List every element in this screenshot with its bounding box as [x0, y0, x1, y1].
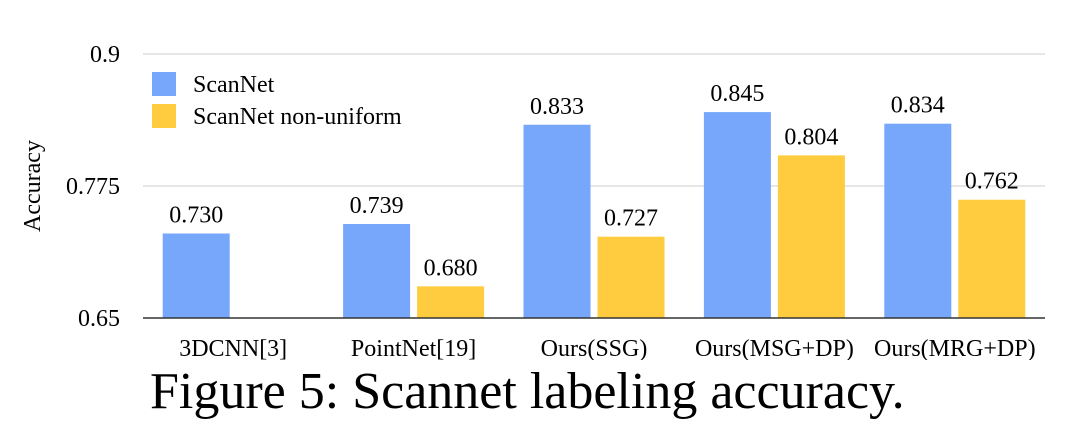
bar-scannet — [162, 233, 230, 318]
legend: ScanNet ScanNet non-uniform — [152, 72, 402, 130]
data-label: 0.834 — [891, 93, 945, 119]
figure-caption: Figure 5: Scannet labeling accuracy. — [150, 363, 905, 420]
x-tick-label: Ours(SSG) — [541, 336, 648, 360]
bar-scannet — [884, 123, 952, 318]
data-label: 0.739 — [350, 193, 404, 219]
x-tick-label: PointNet[19] — [351, 336, 476, 360]
bar-scannet-non-uniform — [597, 236, 665, 318]
legend-swatch — [152, 72, 176, 96]
bar-scannet-non-uniform — [417, 286, 485, 318]
bar-scannet-non-uniform — [958, 199, 1026, 318]
data-label: 0.730 — [169, 203, 223, 229]
data-label: 0.680 — [424, 255, 478, 281]
y-tick-label: 0.65 — [78, 306, 120, 332]
data-label: 0.804 — [784, 124, 838, 150]
legend-label: ScanNet non-uniform — [193, 104, 402, 130]
y-tick-label: 0.9 — [90, 42, 120, 68]
x-axis-ticks: 3DCNN[3] PointNet[19] Ours(SSG) Ours(MSG+DP… — [179, 336, 1035, 360]
y-tick-label: 0.775 — [66, 174, 120, 200]
bars — [162, 112, 1026, 318]
x-tick-label: 3DCNN[3] — [179, 336, 287, 360]
x-tick-label: Ours(MSG+DP) — [695, 336, 854, 360]
legend-label: ScanNet — [193, 72, 275, 98]
y-axis-label: Accuracy — [20, 140, 46, 232]
data-label: 0.845 — [710, 81, 764, 107]
legend-swatch — [152, 104, 176, 128]
bar-scannet-non-uniform — [777, 155, 845, 318]
bar-scannet — [703, 112, 771, 318]
bar-scannet — [523, 124, 591, 318]
y-axis-ticks: 0.65 0.775 0.9 — [66, 42, 120, 332]
data-label: 0.762 — [965, 169, 1019, 195]
value-labels: 0.730 0.739 0.680 0.833 0.727 0.845 0.804 0.834… — [169, 81, 1019, 281]
bar-scannet — [343, 224, 411, 318]
x-tick-label: Ours(MRG+DP) — [874, 336, 1036, 360]
data-label: 0.727 — [604, 206, 658, 232]
data-label: 0.833 — [530, 94, 584, 120]
